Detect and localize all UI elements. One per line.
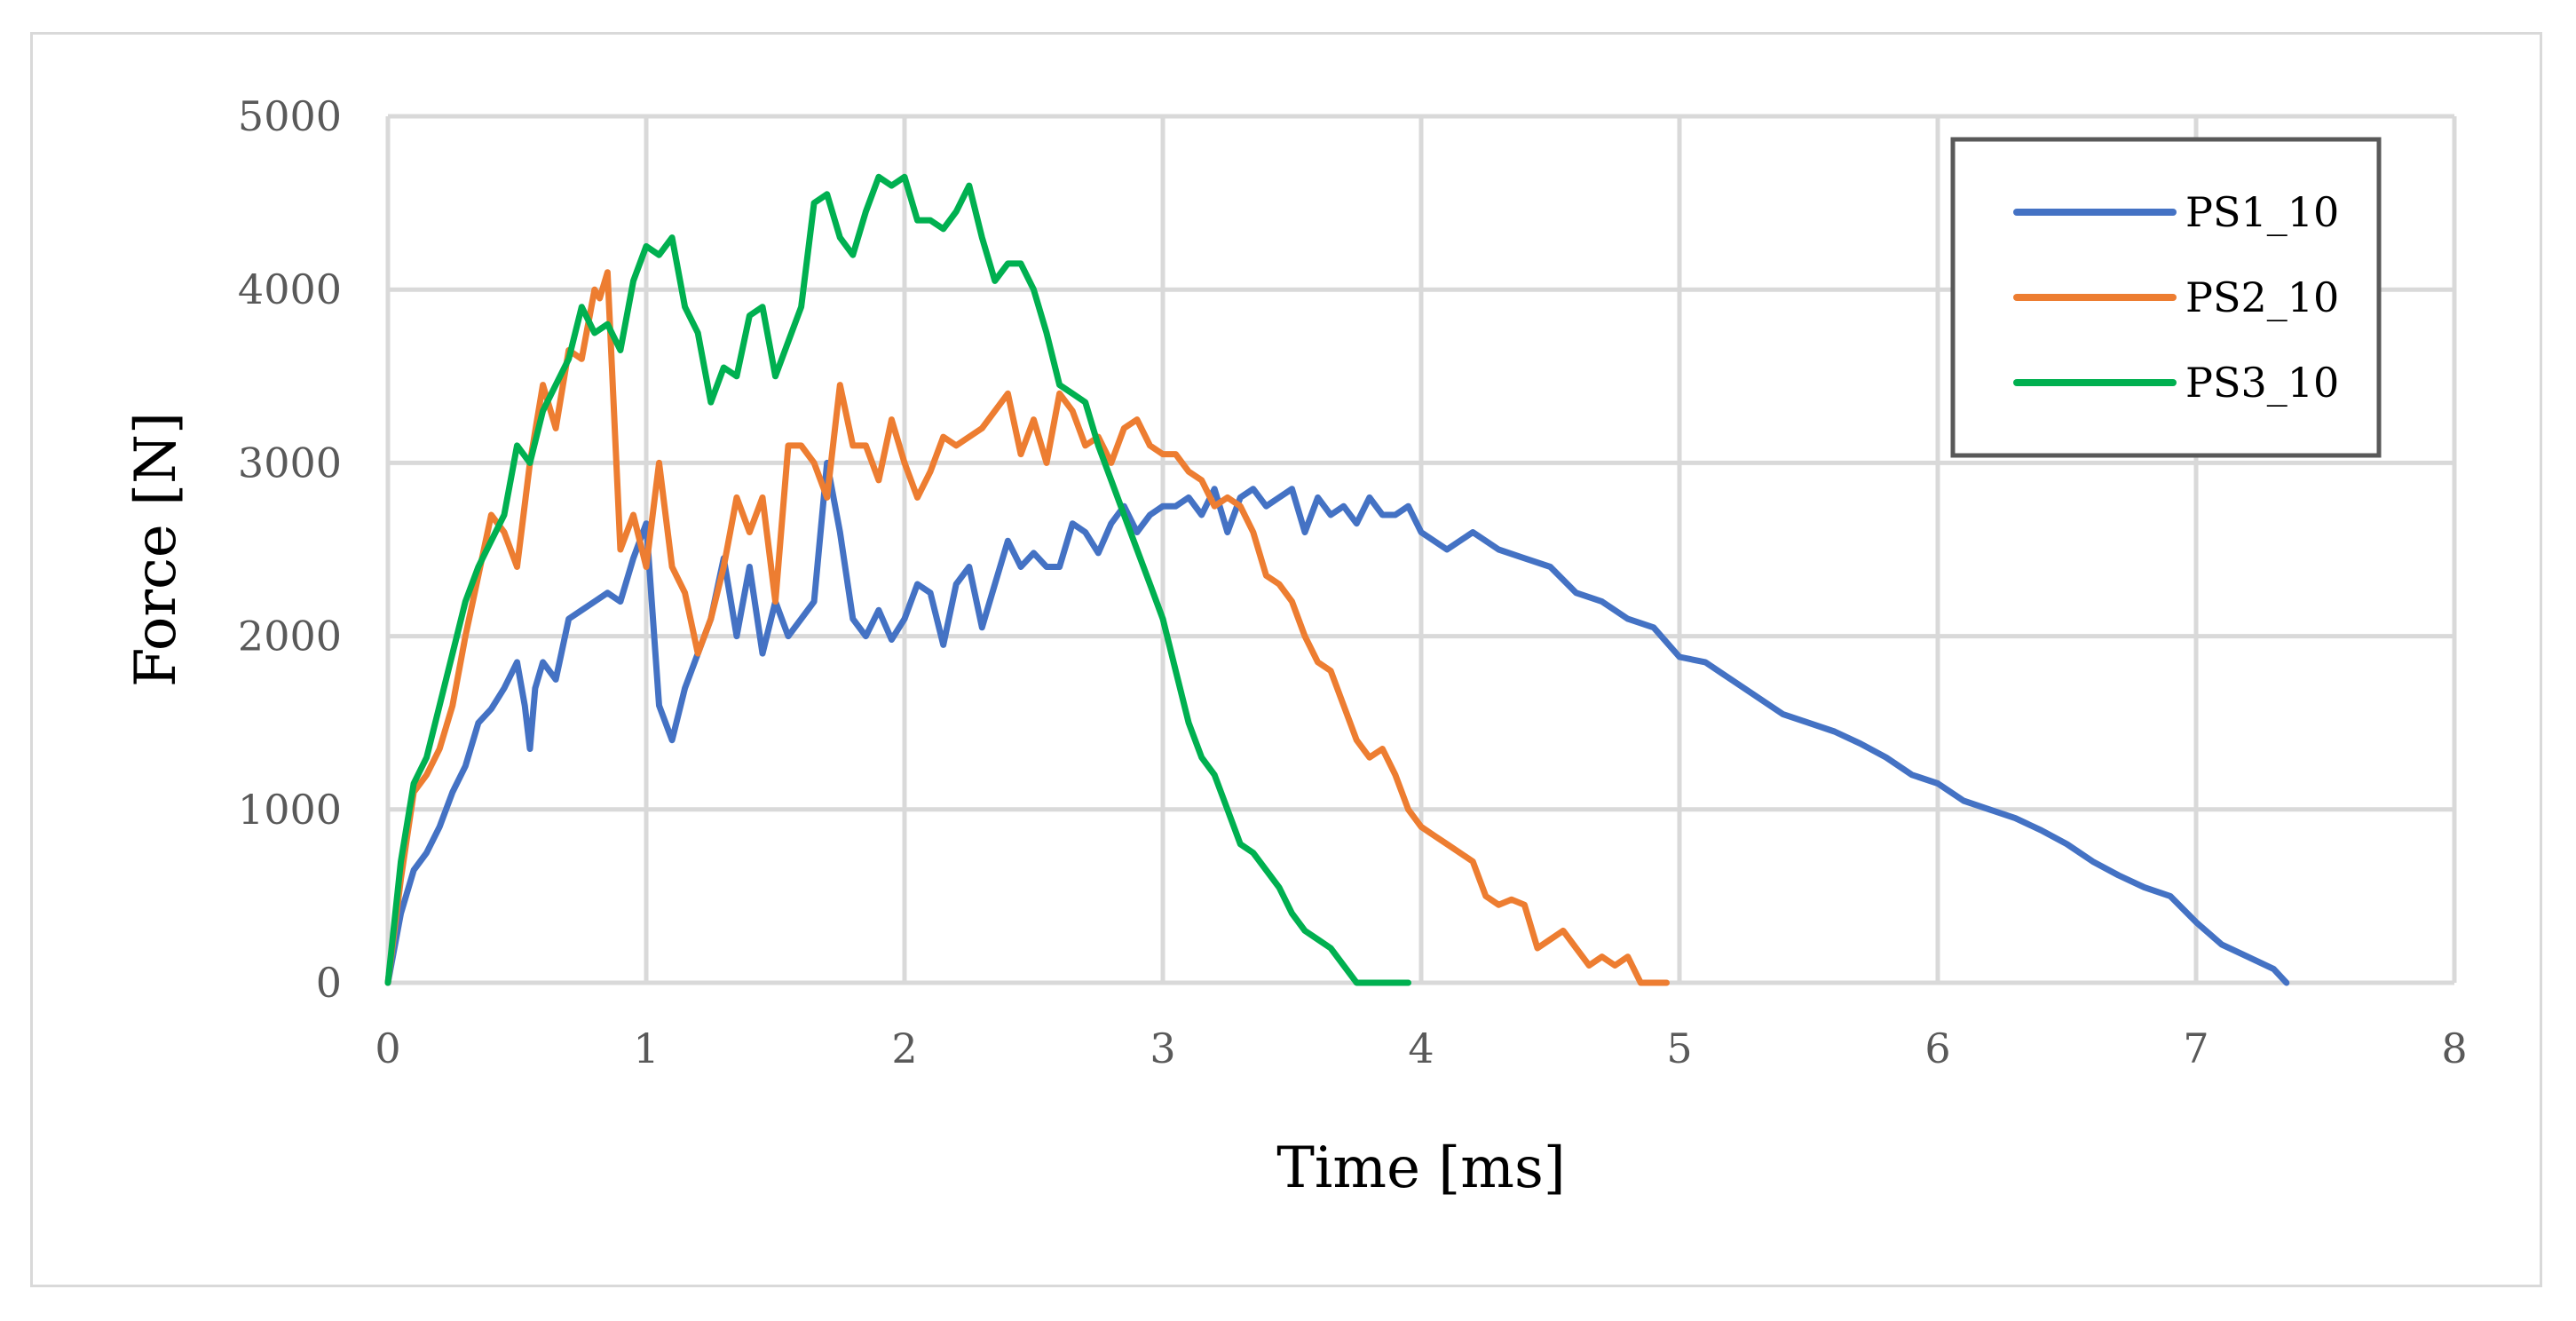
x-tick-label: 7 [2183, 1024, 2209, 1072]
series-lines [384, 173, 2290, 986]
x-tick-label: 0 [375, 1024, 400, 1072]
legend-label: PS1_10 [2185, 188, 2339, 236]
x-tick-label: 8 [2441, 1024, 2467, 1072]
legend-label: PS2_10 [2185, 273, 2339, 321]
grid [385, 114, 2457, 985]
y-tick-label: 0 [316, 959, 342, 1007]
series-line-ps2-10 [384, 269, 1670, 986]
series-line-ps1-10 [384, 459, 2290, 986]
series-line-ps3-10 [384, 173, 1411, 986]
x-tick-label: 2 [891, 1024, 917, 1072]
legend: PS1_10 PS2_10 PS3_10 [1950, 137, 2382, 458]
legend-label: PS3_10 [2185, 359, 2339, 407]
chart-frame: 0 1000 2000 3000 4000 5000 0 1 2 3 4 5 6 7 8 Time [ms]… [30, 32, 2542, 1287]
x-axis-title: Time [ms] [1276, 1135, 1566, 1201]
x-tick-label: 3 [1150, 1024, 1175, 1072]
x-tick-label: 1 [633, 1024, 659, 1072]
y-tick-label: 3000 [238, 439, 342, 486]
x-tick-label: 5 [1666, 1024, 1692, 1072]
y-tick-label: 4000 [238, 265, 342, 313]
y-tick-label: 1000 [238, 786, 342, 834]
line-chart: 0 1000 2000 3000 4000 5000 0 1 2 3 4 5 6 7 8 Time [ms]… [123, 92, 2468, 1201]
x-tick-label: 4 [1408, 1024, 1434, 1072]
y-tick-label: 5000 [238, 92, 342, 140]
y-tick-label: 2000 [238, 613, 342, 660]
x-tick-label: 6 [1924, 1024, 1950, 1072]
tick-labels: 0 1000 2000 3000 4000 5000 0 1 2 3 4 5 6 7 8 [238, 92, 2468, 1072]
y-axis-title: Force [N] [123, 412, 189, 687]
